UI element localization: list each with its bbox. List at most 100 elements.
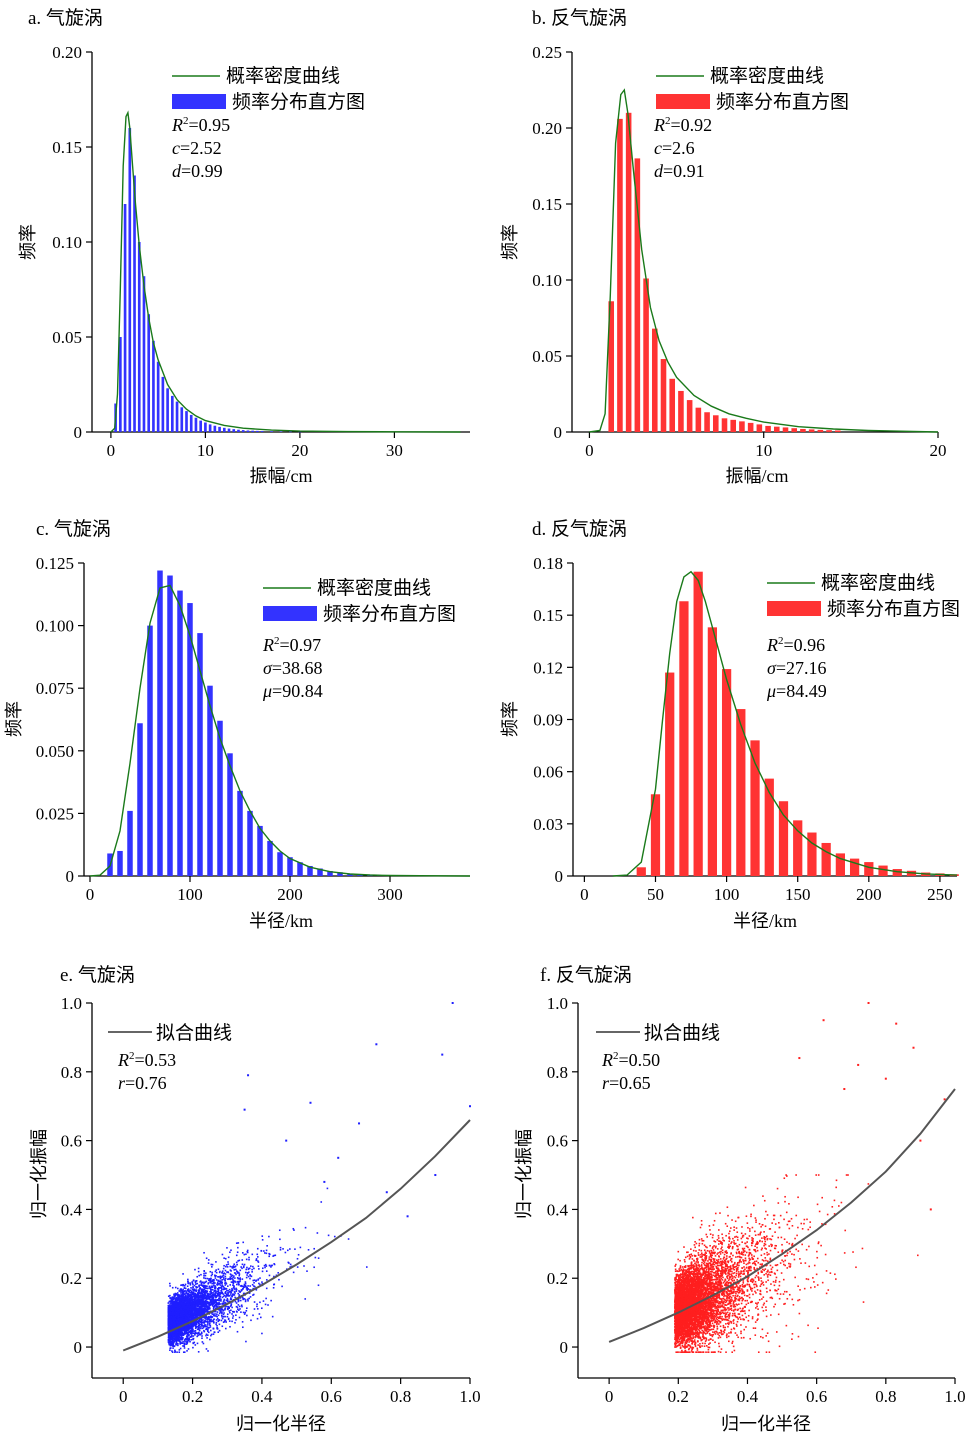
scatter-point — [255, 1259, 257, 1262]
scatter-point — [188, 1299, 191, 1302]
scatter-point — [220, 1309, 222, 1311]
scatter-point — [177, 1335, 179, 1338]
scatter-point — [209, 1324, 212, 1327]
scatter-point — [194, 1334, 196, 1336]
scatter-point — [195, 1294, 198, 1296]
scatter-point — [167, 1334, 170, 1336]
histogram-bar — [826, 430, 832, 432]
scatter-point — [200, 1321, 202, 1323]
histogram-bar — [739, 421, 745, 432]
scatter-point — [200, 1305, 203, 1308]
scatter-point — [207, 1282, 210, 1284]
scatter-point — [189, 1284, 192, 1286]
scatter-point — [177, 1334, 179, 1336]
scatter-point — [169, 1306, 172, 1308]
scatter-point — [235, 1273, 237, 1276]
scatter-point — [169, 1340, 172, 1343]
scatter-point — [189, 1296, 192, 1299]
scatter-point — [199, 1284, 201, 1286]
scatter-point — [197, 1351, 200, 1353]
scatter-point — [207, 1322, 209, 1324]
y-tick-label: 0 — [66, 867, 75, 886]
scatter-point — [234, 1281, 237, 1283]
scatter-point — [243, 1313, 246, 1315]
histogram-bar — [257, 825, 263, 876]
scatter-point — [214, 1313, 216, 1315]
scatter-point — [172, 1341, 175, 1344]
scatter-point — [174, 1317, 177, 1320]
scatter-point — [200, 1303, 202, 1306]
scatter-point — [185, 1338, 188, 1341]
stat-line: σ=38.68 — [263, 658, 323, 678]
scatter-point — [250, 1265, 252, 1267]
scatter-point — [258, 1313, 261, 1315]
y-tick-label: 0 — [555, 867, 564, 886]
scatter-point — [187, 1313, 190, 1316]
scatter-point — [205, 1257, 208, 1260]
scatter-point — [201, 1293, 204, 1296]
scatter-point — [186, 1315, 188, 1318]
histogram-bar — [793, 820, 803, 876]
scatter-point — [214, 1301, 217, 1304]
scatter-point — [217, 1331, 220, 1333]
y-tick-label: 0 — [554, 423, 563, 442]
scatter-point — [185, 1325, 187, 1328]
scatter-point — [179, 1331, 182, 1334]
scatter-point — [243, 1283, 246, 1286]
scatter-point — [304, 1298, 307, 1300]
scatter-point — [171, 1351, 174, 1353]
scatter-point — [214, 1310, 217, 1313]
scatter-point — [233, 1280, 236, 1283]
scatter-point — [194, 1305, 196, 1307]
scatter-point — [195, 1316, 198, 1319]
scatter-point — [200, 1306, 203, 1309]
scatter-point — [307, 1249, 310, 1251]
scatter-point — [230, 1273, 232, 1276]
scatter-point — [169, 1347, 171, 1350]
scatter-point — [210, 1302, 213, 1304]
scatter-point — [219, 1281, 222, 1283]
scatter-point — [209, 1291, 211, 1293]
scatter-points — [167, 1002, 471, 1353]
scatter-point — [191, 1314, 193, 1316]
scatter-point — [215, 1279, 218, 1281]
scatter-point — [211, 1279, 214, 1282]
scatter-point — [214, 1300, 216, 1302]
scatter-point — [204, 1277, 207, 1280]
scatter-point — [171, 1338, 173, 1341]
scatter-point — [268, 1255, 270, 1258]
scatter-point — [284, 1251, 287, 1254]
scatter-point — [200, 1273, 202, 1276]
scatter-point — [214, 1285, 217, 1287]
chart-title: d. 反气旋涡 — [532, 518, 627, 540]
scatter-point — [219, 1293, 222, 1295]
scatter-point — [179, 1347, 182, 1350]
scatter-point — [210, 1334, 212, 1337]
scatter-point — [225, 1264, 228, 1266]
scatter-point — [197, 1312, 200, 1315]
scatter-point — [226, 1297, 229, 1300]
scatter-point — [245, 1258, 248, 1261]
scatter-point — [206, 1337, 208, 1339]
scatter-point — [171, 1308, 174, 1311]
scatter-point — [268, 1264, 271, 1267]
scatter-point — [231, 1317, 234, 1319]
x-axis-label: 半径/km — [249, 911, 313, 931]
scatter-point — [228, 1288, 231, 1291]
scatter-point — [200, 1332, 203, 1335]
histogram-bar — [782, 427, 789, 432]
y-tick-label: 0.15 — [533, 606, 563, 625]
histogram-bar — [835, 853, 845, 876]
scatter-point — [221, 1276, 223, 1278]
scatter-point — [229, 1276, 232, 1278]
scatter-point — [217, 1308, 220, 1311]
scatter-point — [214, 1282, 216, 1284]
scatter-point — [205, 1287, 208, 1290]
scatter-point — [183, 1290, 186, 1292]
scatter-point — [221, 1271, 223, 1274]
scatter-point — [253, 1301, 256, 1303]
scatter-point — [206, 1287, 209, 1290]
stat-superscript: 2 — [778, 635, 784, 647]
histogram-bar — [678, 390, 684, 432]
